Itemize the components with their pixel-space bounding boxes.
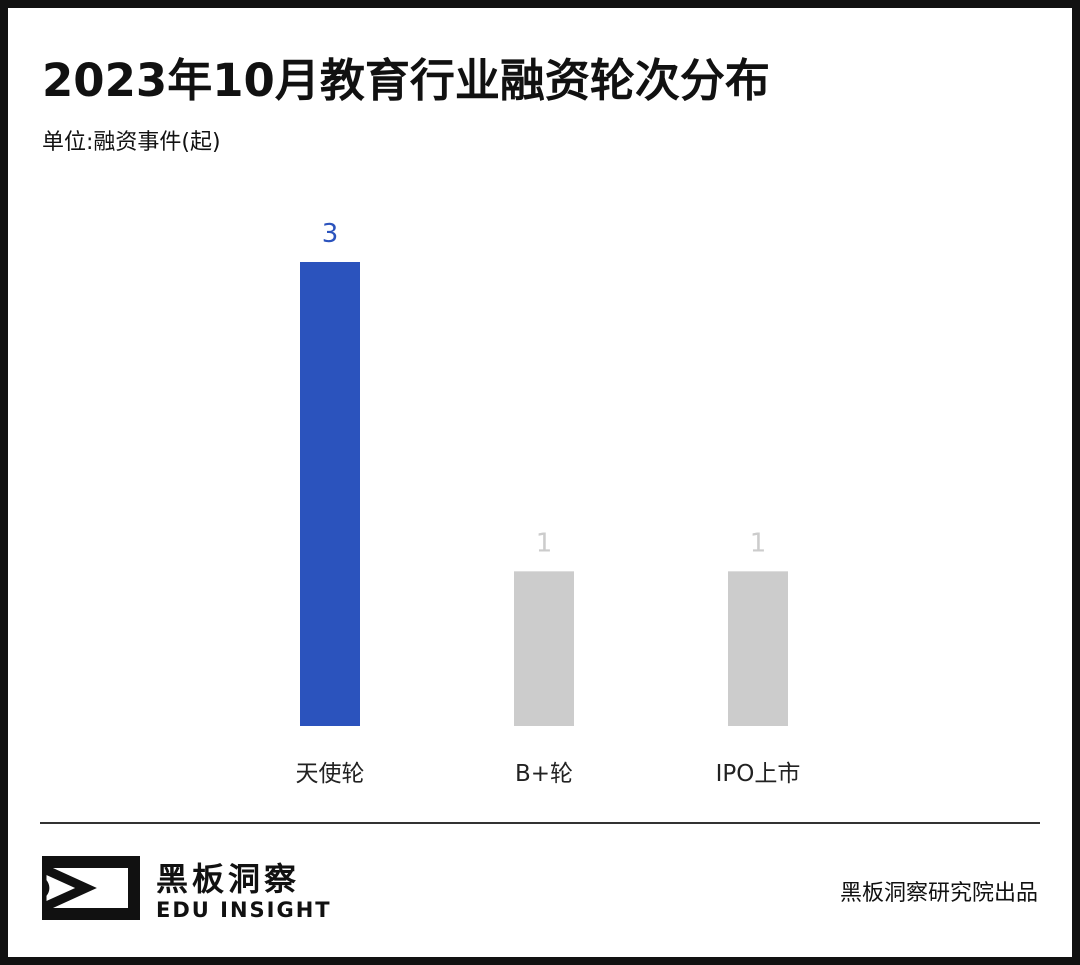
- chart-title: 2023年10月教育行业融资轮次分布: [42, 54, 770, 107]
- bar-2: [728, 571, 788, 726]
- footer-divider: [40, 822, 1040, 824]
- bar-1: [514, 571, 574, 726]
- chart-frame: 2023年10月教育行业融资轮次分布 单位:融资事件(起) 3 天使轮 1 B+轮 1 I…: [8, 8, 1072, 957]
- bar-0: [300, 262, 360, 726]
- category-label-2: IPO上市: [716, 761, 801, 787]
- credit-text: 黑板洞察研究院出品: [839, 881, 1038, 906]
- category-label-0: 天使轮: [296, 761, 365, 787]
- brand-name-cn: 黑板洞察: [156, 860, 301, 898]
- value-label-1: 1: [536, 528, 553, 558]
- value-label-0: 3: [322, 219, 339, 249]
- value-label-2: 1: [750, 528, 767, 558]
- bar-chart: 3 天使轮 1 B+轮 1 IPO上市: [296, 219, 801, 787]
- unit-label: 单位:融资事件(起): [42, 130, 221, 155]
- brand-name-en: EDU INSIGHT: [156, 898, 332, 922]
- category-label-1: B+轮: [515, 761, 573, 787]
- eye-play-logo-icon: [42, 856, 140, 920]
